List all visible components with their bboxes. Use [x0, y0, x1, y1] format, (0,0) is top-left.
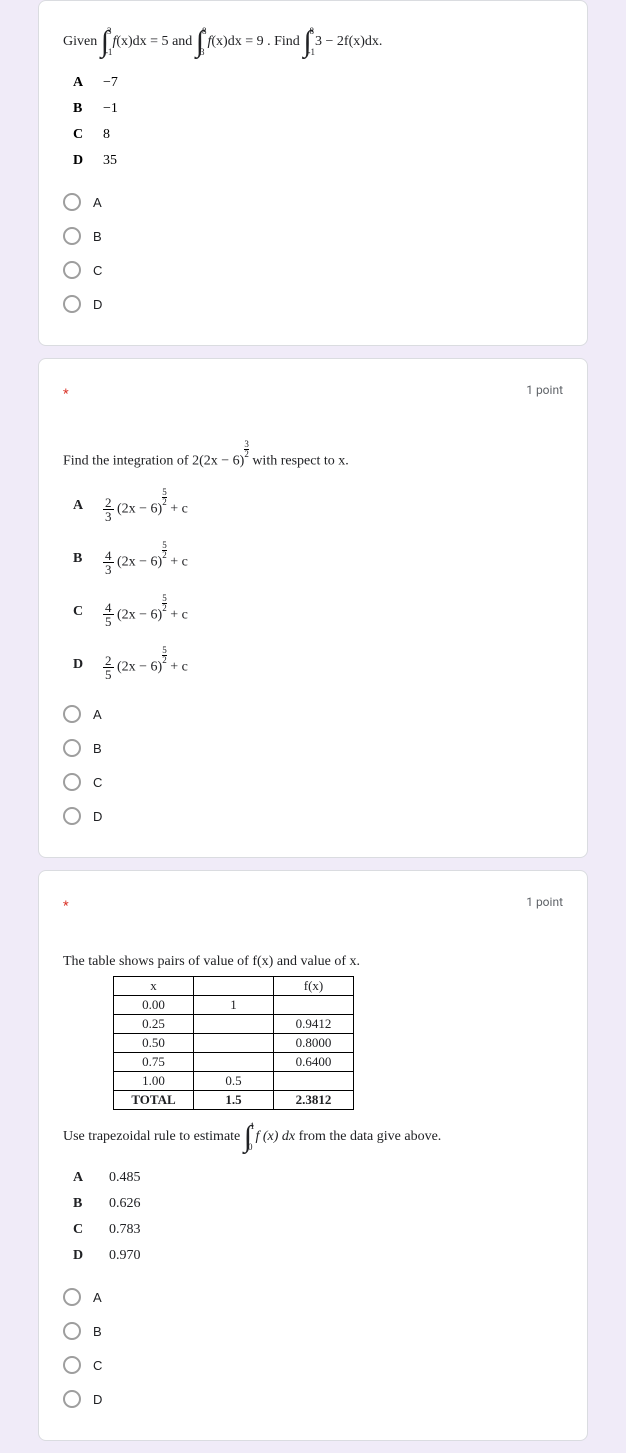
col-x: x: [114, 977, 194, 996]
radio-icon: [63, 227, 81, 245]
radio-option-d[interactable]: D: [63, 1382, 563, 1416]
radio-option-a[interactable]: A: [63, 185, 563, 219]
answer-expr: 25 (2x − 6)52 + c: [103, 648, 188, 681]
exponent-fraction: 32: [244, 440, 249, 459]
radio-icon: [63, 705, 81, 723]
radio-icon: [63, 1390, 81, 1408]
radio-options-1: A B C D: [63, 185, 563, 321]
question-prompt-3: The table shows pairs of value of f(x) a…: [63, 954, 563, 1264]
points-label: 1 point: [526, 383, 563, 397]
radio-option-b[interactable]: B: [63, 1314, 563, 1348]
points-label: 1 point: [526, 895, 563, 909]
question-prompt-1: Given ∫3-1 f(x)dx = 5 and ∫83 f(x)dx = 9…: [63, 25, 563, 59]
question-card-1: Given ∫3-1 f(x)dx = 5 and ∫83 f(x)dx = 9…: [38, 0, 588, 346]
radio-option-c[interactable]: C: [63, 765, 563, 799]
radio-option-d[interactable]: D: [63, 799, 563, 833]
radio-icon: [63, 193, 81, 211]
radio-icon: [63, 773, 81, 791]
radio-option-a[interactable]: A: [63, 1280, 563, 1314]
radio-option-d[interactable]: D: [63, 287, 563, 321]
col-fx: f(x): [274, 977, 354, 996]
radio-icon: [63, 1288, 81, 1306]
required-asterisk: *: [63, 899, 69, 914]
answer-expr: 45 (2x − 6)52 + c: [103, 596, 188, 629]
question-prompt-2: Find the integration of 2(2x − 6)32 with…: [63, 442, 563, 681]
text: Given: [63, 34, 101, 49]
required-asterisk: *: [63, 387, 69, 402]
integrand: f(x)dx: [208, 34, 242, 49]
data-table: x f(x) 0.001 0.250.9412 0.500.8000 0.750…: [113, 976, 354, 1110]
radio-option-b[interactable]: B: [63, 731, 563, 765]
integrand: f(x)dx: [112, 34, 146, 49]
radio-icon: [63, 739, 81, 757]
radio-icon: [63, 295, 81, 313]
answer-expr: 43 (2x − 6)52 + c: [103, 543, 188, 576]
radio-options-2: A B C D: [63, 697, 563, 833]
radio-option-c[interactable]: C: [63, 253, 563, 287]
question-card-3: * 1 point The table shows pairs of value…: [38, 870, 588, 1441]
question-card-2: * 1 point Find the integration of 2(2x −…: [38, 358, 588, 858]
radio-icon: [63, 1322, 81, 1340]
radio-icon: [63, 807, 81, 825]
radio-option-b[interactable]: B: [63, 219, 563, 253]
post-text: Use trapezoidal rule to estimate ∫10 f (…: [63, 1120, 563, 1154]
integrand: 3 − 2f(x)dx: [315, 34, 379, 49]
radio-icon: [63, 1356, 81, 1374]
radio-icon: [63, 261, 81, 279]
answer-choices-1: A−7 B−1 C8 D35: [73, 75, 563, 169]
answer-expr: 23 (2x − 6)52 + c: [103, 490, 188, 523]
radio-option-c[interactable]: C: [63, 1348, 563, 1382]
radio-option-a[interactable]: A: [63, 697, 563, 731]
radio-options-3: A B C D: [63, 1280, 563, 1416]
